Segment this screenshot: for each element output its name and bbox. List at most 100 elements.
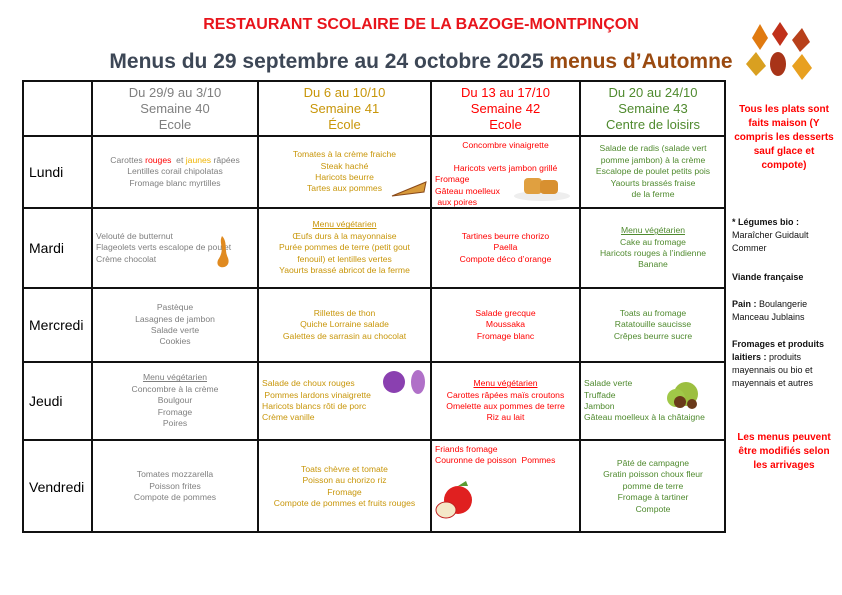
menu-line: pomme de terre	[622, 480, 684, 491]
menu-line: Fromage	[435, 174, 470, 185]
week-number: Semaine 41	[309, 101, 380, 116]
menu-line: Salade grecque	[475, 307, 536, 318]
menu-line: Yaourts brassés fraise	[610, 177, 696, 188]
menu-cell: Salade grecque Moussaka Fromage blanc	[431, 288, 580, 362]
menu-line: Compote déco d’orange	[459, 253, 552, 264]
menu-line: de la ferme	[631, 189, 675, 200]
menu-cell: Toats au fromage Ratatouille saucisse Crêp…	[580, 288, 726, 362]
dairy-label: Fromages et produits laitiers :	[732, 339, 825, 362]
vegetarian-menu-label: Menu végétarien	[620, 225, 686, 236]
menu-line: Boulgour	[157, 395, 193, 406]
menu-cell: Menu végétarien Concombre à la crème Boulg…	[92, 362, 258, 440]
week-header: Du 20 au 24/10 Semaine 43 Centre de loisir…	[580, 82, 726, 136]
menu-line: Ratatouille saucisse	[614, 319, 692, 330]
menu-period-title: Menus du 29 septembre au 24 octobre 2025…	[0, 50, 842, 74]
menu-line: Crème chocolat	[96, 253, 157, 264]
menu-line: Galettes de sarrasin au chocolat	[282, 330, 407, 341]
menu-cell: Tomates mozzarella Poisson frites Compote …	[92, 440, 258, 533]
menu-line: Haricots rouges à l’indienne	[599, 248, 707, 258]
row-divider	[24, 439, 724, 441]
apple-icon	[435, 481, 472, 519]
menu-line: Haricots beurre	[315, 172, 374, 182]
menu-line: Friands fromage	[435, 444, 498, 454]
menu-cell: Pâté de campagne Gratin poisson choux fle…	[580, 440, 726, 533]
meat-origin: Viande française	[732, 271, 836, 284]
menu-table: Du 29/9 au 3/10 Semaine 40 Ecole Du 6 au 10…	[22, 80, 726, 533]
chestnut-icon	[667, 382, 698, 409]
homemade-note: Tous les plats sont faits maison (Y comp…	[734, 104, 834, 171]
menu-line: Paella	[493, 242, 518, 253]
veg-supplier: * Légumes bio : Maraîcher Guidault Commer	[732, 216, 836, 255]
menu-line: Salade verte	[150, 325, 200, 335]
dairy-supplier: Fromages et produits laitiers : produits…	[732, 338, 836, 390]
meat-text: Viande française	[732, 272, 804, 282]
vegetarian-menu-label: Menu végétarien	[142, 372, 208, 383]
autumn-leaves-icon	[746, 22, 812, 80]
menu-line: Salade de choux rouges	[262, 378, 355, 389]
menu-text-segment: jaunes	[185, 154, 212, 165]
bread-supplier: Pain : Boulangerie Manceau Jublains	[732, 298, 836, 324]
dairy-text: produits mayennais ou bio et mayennais e…	[732, 352, 814, 388]
period-text: Menus du 29 septembre au 24 octobre 2025	[109, 50, 544, 73]
menu-line: Fromage	[327, 486, 362, 497]
toast-icon	[514, 178, 570, 201]
menu-line: Velouté de butternut	[96, 230, 173, 241]
vegetarian-menu-label: Menu végétarien	[473, 378, 538, 389]
day-label-jeudi: Jeudi	[29, 393, 63, 409]
menu-cell: Concombre vinaigrette Haricots verts jam…	[431, 136, 580, 208]
menu-cell: Velouté de butternut Flageolets verts esc…	[92, 208, 258, 288]
menu-cell: Pastèque Lasagnes de jambon Salade verte Co…	[92, 288, 258, 362]
vegetarian-menu-label: Menu végétarien	[312, 219, 377, 230]
menu-text-segment: et	[171, 154, 186, 165]
day-label-mardi: Mardi	[29, 240, 65, 256]
row-divider	[24, 287, 724, 289]
menu-line: Pâté de campagne	[616, 457, 690, 468]
bread-text: Boulangerie Manceau Jublains	[732, 299, 808, 322]
veg-text: Maraîcher Guidault Commer	[732, 230, 809, 253]
menu-line: Tomates mozzarella	[136, 469, 214, 480]
menu-line: Riz au lait	[486, 412, 525, 423]
column-divider	[430, 82, 432, 531]
menu-line: Haricots verts jambon grillé	[453, 162, 558, 173]
season-text: menus d’Automne	[549, 50, 733, 73]
week-header: Du 6 au 10/10 Semaine 41 École	[258, 82, 431, 136]
menu-line: Quiche Lorraine salade	[300, 319, 389, 330]
menu-line: Salade verte	[584, 378, 633, 389]
menu-line: Compote de pommes et fruits rouges	[273, 497, 416, 508]
menu-line: Œufs durs à la mayonnaise	[292, 230, 397, 241]
menu-line: Steak haché	[320, 160, 369, 171]
menu-cell: Tartines beurre chorizo Paella Compote déc…	[431, 208, 580, 288]
menu-line: Crêpes beurre sucre	[613, 330, 693, 341]
row-divider	[24, 207, 724, 209]
menu-line: Haricots blancs rôti de porc	[262, 401, 367, 411]
week-place: Ecole	[158, 117, 192, 132]
menu-cell: Menu végétarien Œufs durs à la mayonnaise…	[258, 208, 431, 288]
column-divider	[91, 82, 93, 531]
week-number: Semaine 40	[140, 101, 210, 116]
menu-cell: Salade de choux rouges Pommes lardons vi…	[258, 362, 431, 440]
week-place: École	[328, 117, 361, 132]
menu-line: Lasagnes de jambon	[135, 313, 215, 324]
week-dates: Du 20 au 24/10	[608, 85, 698, 100]
menu-line: Fromage blanc myrtilles	[129, 177, 221, 188]
menu-line: Fromage à tartiner	[617, 492, 689, 503]
column-divider	[579, 82, 581, 531]
menu-line: Rillettes de thon	[313, 307, 376, 318]
menu-text-segment: Carottes	[110, 154, 146, 165]
menu-line: Couronne de poisson Pommes	[435, 455, 556, 466]
week-dates: Du 29/9 au 3/10	[128, 85, 222, 100]
week-header: Du 13 au 17/10 Semaine 42 Ecole	[431, 82, 580, 136]
week-header: Du 29/9 au 3/10 Semaine 40 Ecole	[92, 82, 258, 136]
menu-cell: Salade verte Truffade Jambon Gâteau moelleu…	[580, 362, 726, 440]
menu-line: Yaourts brassé abricot de la ferme	[279, 265, 410, 276]
menu-line: Toats chèvre et tomate	[301, 463, 388, 474]
row-divider	[24, 135, 724, 137]
week-place: Ecole	[489, 117, 522, 132]
week-dates: Du 13 au 17/10	[461, 85, 550, 100]
change-notice: Les menus peuvent être modifiés selon le…	[737, 432, 831, 471]
menu-text-segment: rouges	[145, 154, 172, 165]
menu-line: Carottes rouges et jaunes râpées	[110, 155, 240, 166]
menu-line: Compote de pommes	[133, 492, 217, 503]
menu-cell: Menu végétarien Carottes râpées maïs crou…	[431, 362, 580, 440]
butternut-squash-icon	[217, 236, 229, 268]
